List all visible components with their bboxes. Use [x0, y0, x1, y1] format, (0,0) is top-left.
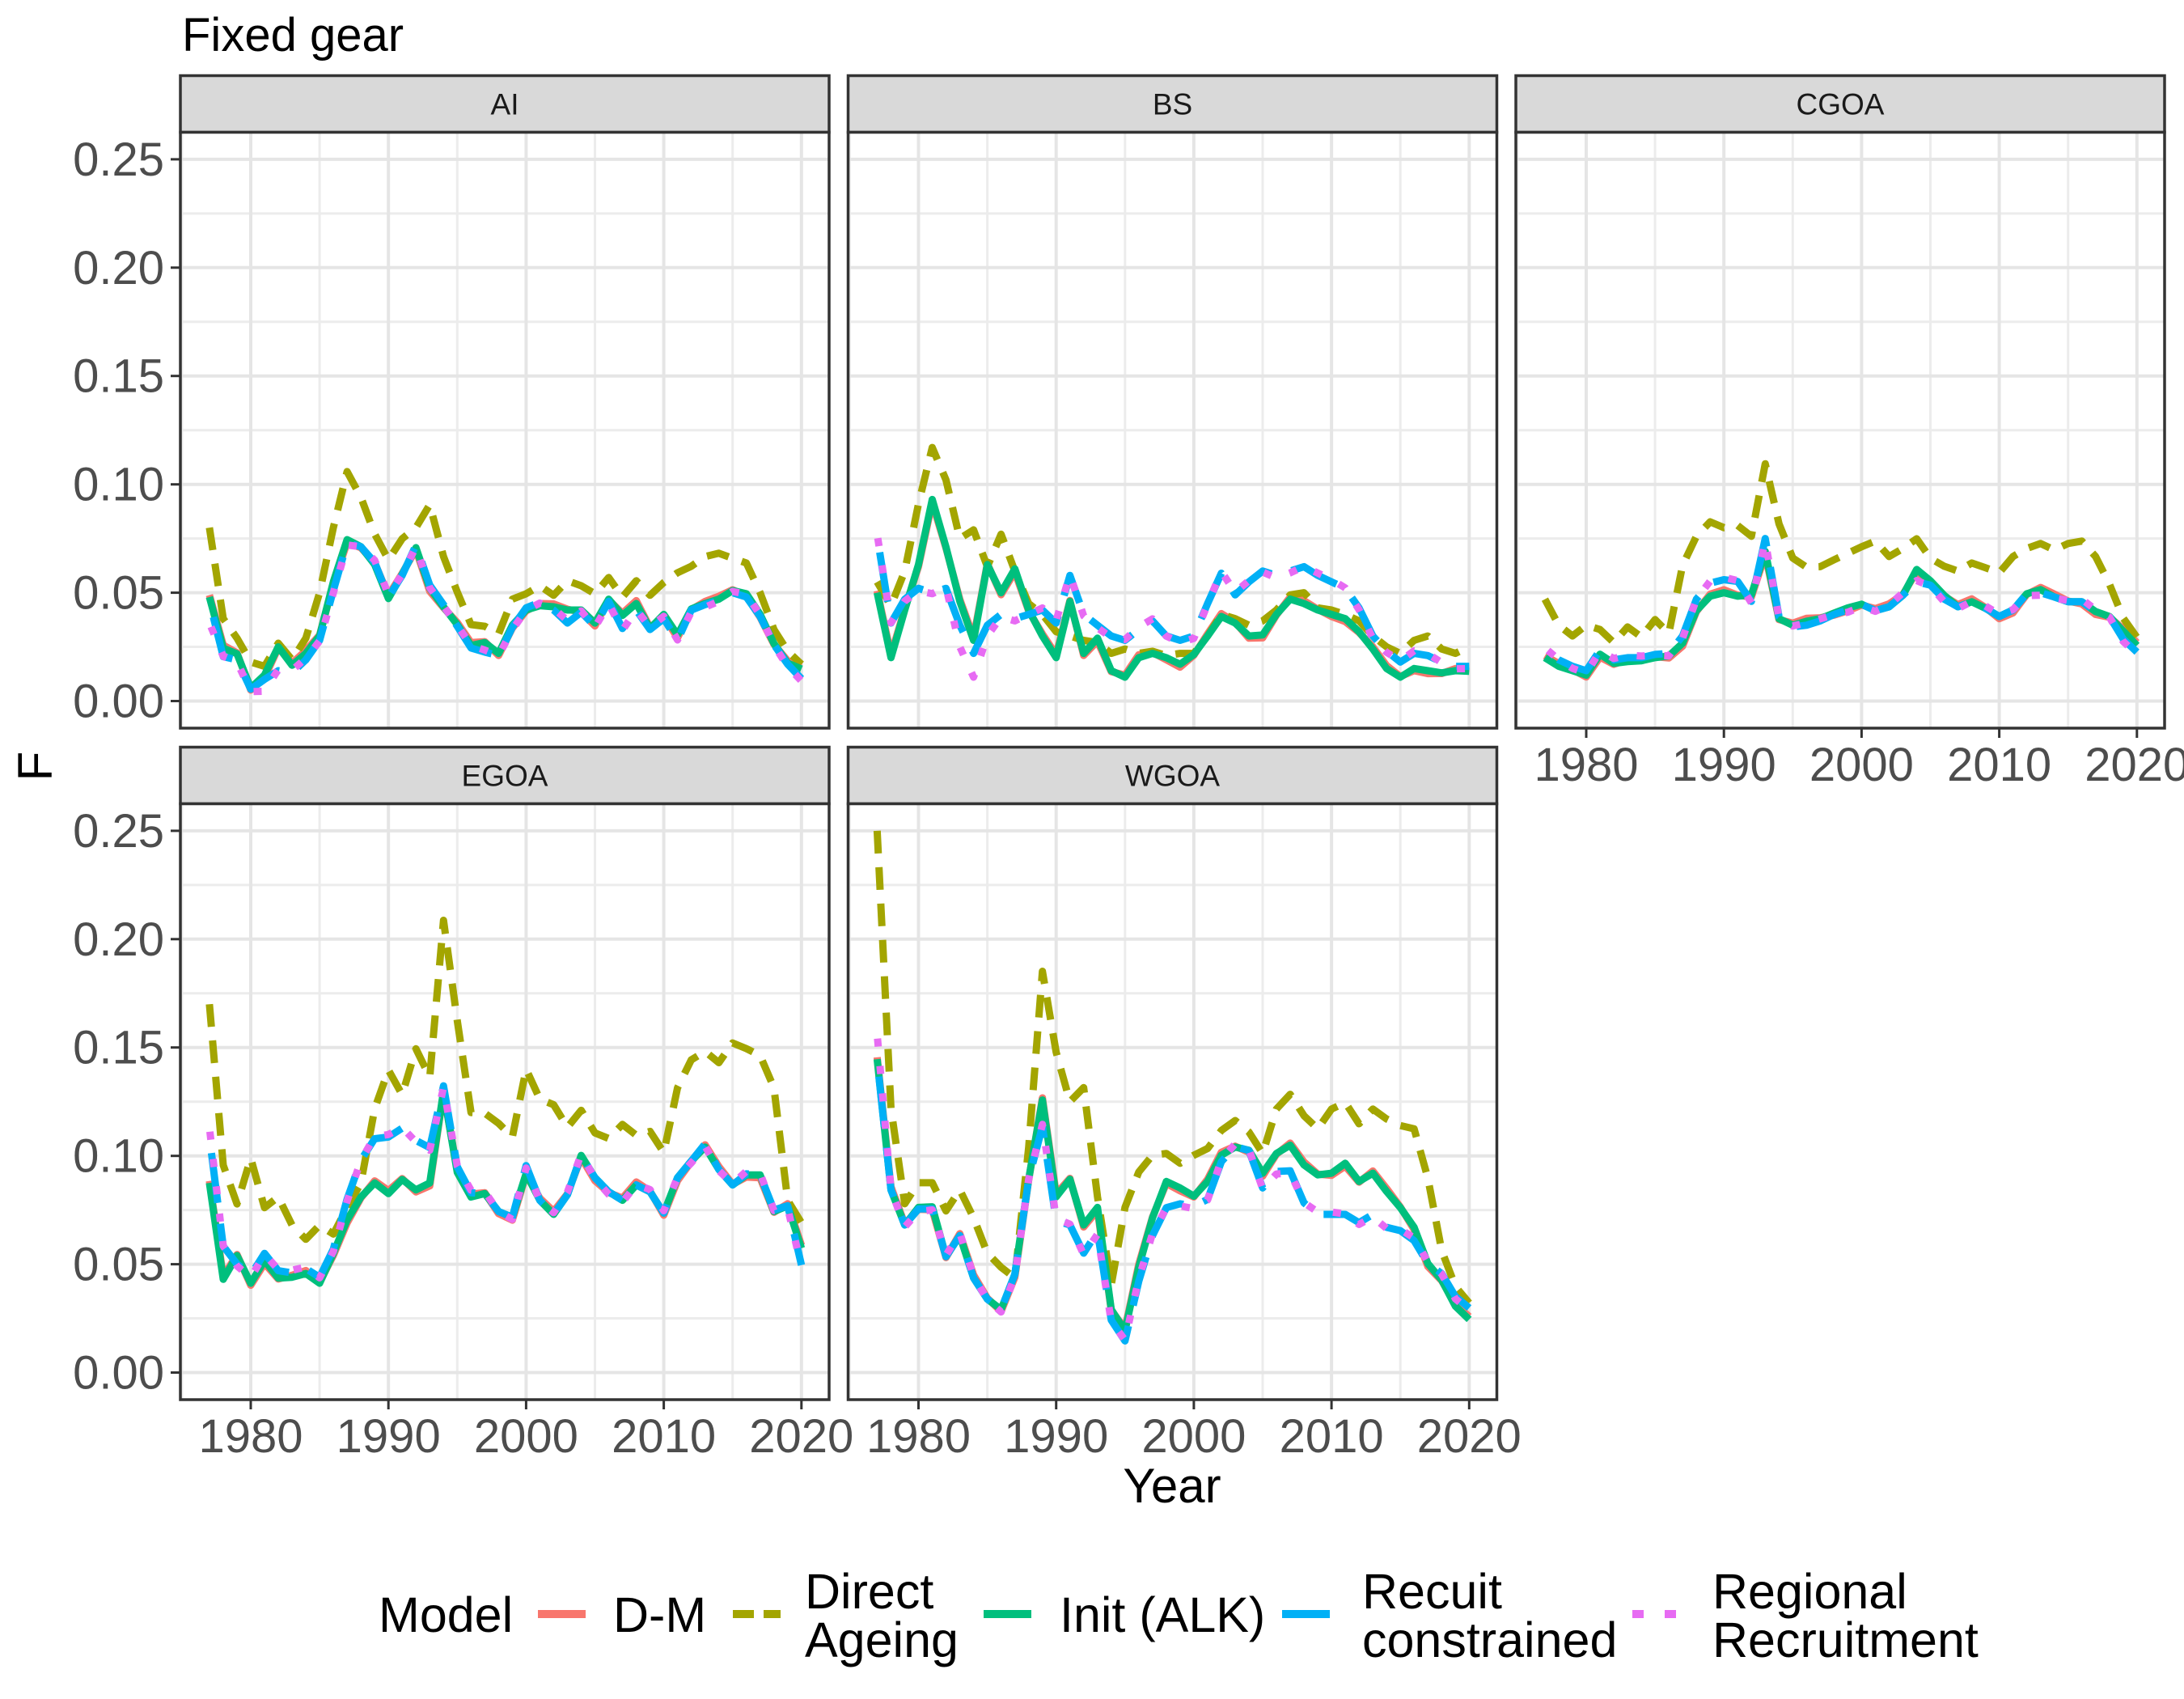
- svg-text:0.05: 0.05: [73, 1239, 164, 1291]
- svg-text:0.20: 0.20: [73, 913, 164, 966]
- svg-text:2020: 2020: [749, 1410, 853, 1463]
- svg-text:2010: 2010: [1280, 1410, 1384, 1463]
- svg-text:0.00: 0.00: [73, 1347, 164, 1400]
- svg-text:2020: 2020: [2085, 739, 2184, 791]
- svg-text:0.10: 0.10: [73, 1130, 164, 1183]
- svg-text:Recuit: Recuit: [1362, 1564, 1502, 1619]
- svg-text:Regional: Regional: [1712, 1564, 1907, 1619]
- svg-text:Init (ALK): Init (ALK): [1060, 1587, 1265, 1642]
- svg-text:0.10: 0.10: [73, 459, 164, 511]
- svg-text:EGOA: EGOA: [462, 760, 548, 793]
- svg-text:0.15: 0.15: [73, 1022, 164, 1074]
- svg-text:2000: 2000: [1141, 1410, 1246, 1463]
- svg-text:0.25: 0.25: [73, 133, 164, 186]
- svg-text:constrained: constrained: [1362, 1612, 1617, 1667]
- svg-text:1980: 1980: [198, 1410, 303, 1463]
- svg-text:0.05: 0.05: [73, 567, 164, 620]
- svg-text:1990: 1990: [336, 1410, 441, 1463]
- svg-text:CGOA: CGOA: [1797, 88, 1885, 121]
- svg-text:2010: 2010: [1947, 739, 2051, 791]
- svg-text:Ageing: Ageing: [805, 1612, 959, 1667]
- svg-text:1980: 1980: [1534, 739, 1638, 791]
- svg-text:0.20: 0.20: [73, 242, 164, 294]
- svg-text:0.00: 0.00: [73, 676, 164, 728]
- svg-text:1990: 1990: [1672, 739, 1776, 791]
- svg-text:Fixed gear: Fixed gear: [182, 9, 404, 61]
- svg-text:2000: 2000: [1809, 739, 1914, 791]
- svg-text:1980: 1980: [866, 1410, 971, 1463]
- svg-text:Direct: Direct: [805, 1564, 933, 1619]
- svg-text:Model: Model: [379, 1587, 513, 1642]
- svg-text:AI: AI: [491, 88, 519, 121]
- svg-text:2000: 2000: [474, 1410, 578, 1463]
- svg-text:Year: Year: [1123, 1459, 1221, 1513]
- svg-text:2020: 2020: [1417, 1410, 1522, 1463]
- svg-text:BS: BS: [1153, 88, 1192, 121]
- svg-text:F: F: [8, 752, 62, 782]
- svg-text:D-M: D-M: [613, 1587, 706, 1642]
- svg-text:2010: 2010: [612, 1410, 716, 1463]
- svg-text:WGOA: WGOA: [1125, 760, 1220, 793]
- svg-text:0.25: 0.25: [73, 805, 164, 858]
- svg-text:1990: 1990: [1004, 1410, 1108, 1463]
- svg-text:0.15: 0.15: [73, 350, 164, 403]
- svg-text:Recruitment: Recruitment: [1712, 1612, 1979, 1667]
